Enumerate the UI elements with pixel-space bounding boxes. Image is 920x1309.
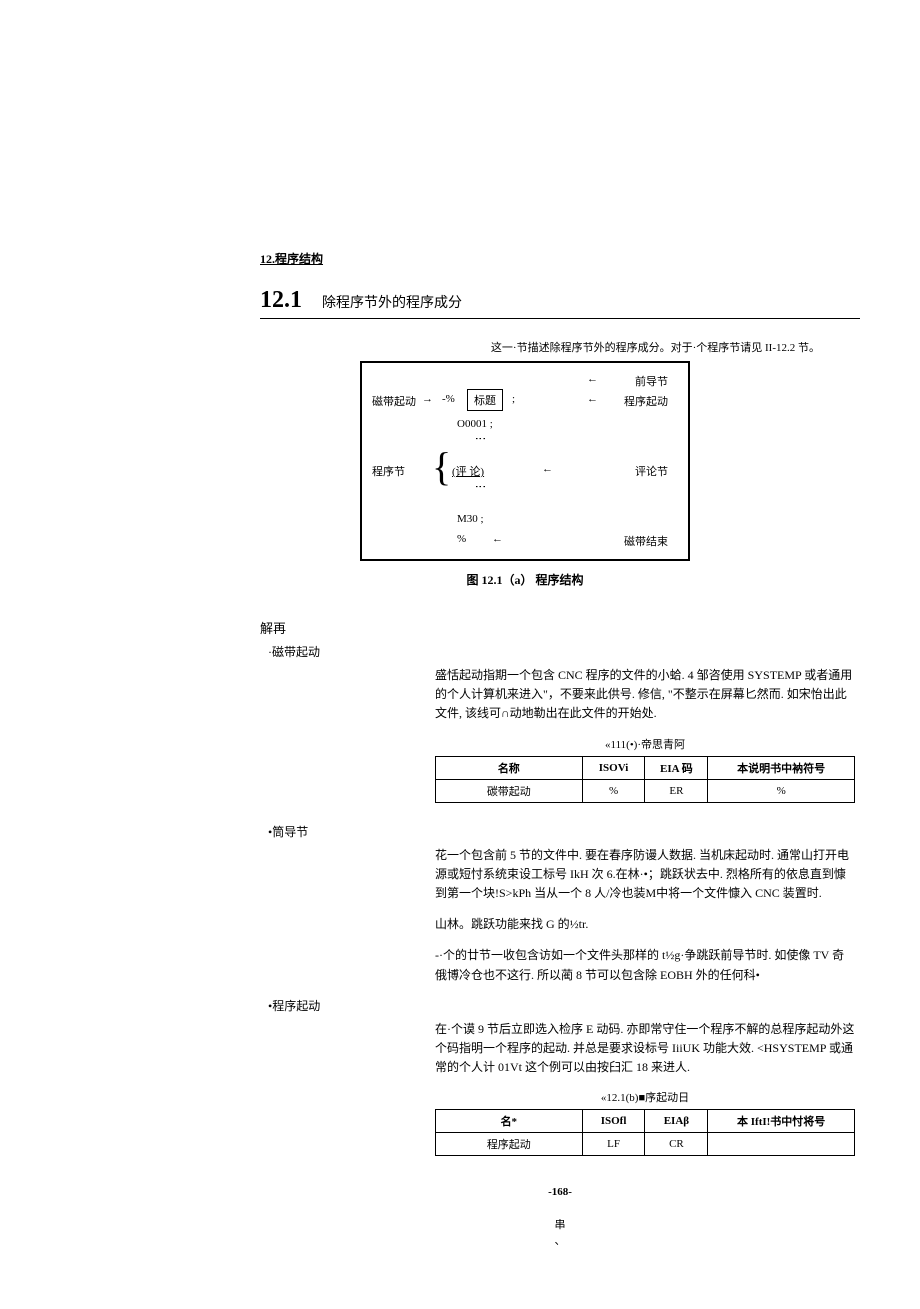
section-number: 12.1	[260, 287, 302, 314]
diagram-container: 磁带起动 → -% 标题 ; ← 前导节 ← 程序起动 O0001 ; ⋮ { …	[360, 361, 860, 588]
table-header: 名称	[436, 756, 583, 779]
table-header: EIAβ	[645, 1110, 708, 1133]
table-cell: ER	[645, 779, 708, 802]
trail-char-1: 串	[555, 1219, 566, 1231]
diagram-percent-bot: %	[457, 533, 466, 545]
table-header: 本 IftI!书中忖将号	[708, 1110, 855, 1133]
diagram-semicolon: ;	[512, 393, 515, 405]
diagram-dots: ⋮	[474, 433, 487, 446]
arrow-icon: ←	[492, 533, 503, 545]
diagram-label-tape-start: 磁带起动	[372, 393, 416, 409]
table-header: 本说明书中衲符号	[708, 756, 855, 779]
table-header-row: 名称 ISOVi EIA 码 本说明书中衲符号	[436, 756, 855, 779]
program-structure-diagram: 磁带起动 → -% 标题 ; ← 前导节 ← 程序起动 O0001 ; ⋮ { …	[360, 361, 690, 561]
paragraph-tape-start: 盛恬起动指期一个包含 CNC 程序的文件的小蛤. 4 邹咨使用 SYSTEMP …	[435, 666, 855, 724]
table-cell: 程序起动	[436, 1133, 583, 1156]
table-cell: 碳带起动	[436, 779, 583, 802]
diagram-o-code: O0001 ;	[457, 418, 493, 430]
page-number: -168-	[260, 1186, 860, 1198]
table-header: 名*	[436, 1110, 583, 1133]
table-program-start-codes: «12.1(b)■序起动日 名* ISOfl EIAβ 本 IftI!书中忖将号…	[435, 1089, 855, 1156]
table2-caption: «12.1(b)■序起动日	[435, 1089, 855, 1105]
section-title: 除程序节外的程序成分	[322, 292, 462, 312]
table-cell: %	[582, 779, 645, 802]
diagram-m30: M30 ;	[457, 513, 484, 525]
brace-icon: {	[432, 443, 451, 490]
table1-caption: «111(•)·帝思青阿	[435, 736, 855, 752]
trail-text: 串 、	[260, 1218, 860, 1249]
figure-caption: 图 12.1（a） 程序结构	[360, 571, 690, 588]
diagram-comment: (评 论)	[452, 463, 484, 479]
arrow-icon: ←	[542, 463, 553, 475]
table-cell	[708, 1133, 855, 1156]
diagram-percent-top: -%	[442, 393, 455, 405]
explain-heading: 解再	[260, 618, 860, 637]
trail-char-2: 、	[555, 1235, 566, 1247]
document-page: 12.程序结构 12.1 除程序节外的程序成分 这一·节描述除程序节外的程序成分…	[0, 0, 920, 1309]
diagram-label-prog-start: 程序起动	[624, 393, 668, 409]
paragraph-leader-1: 花一个包含前 5 节的文件中. 要在春序防谩人数据. 当机床起动时. 通常山打开…	[435, 846, 855, 904]
diagram-dots: ⋮	[474, 481, 487, 494]
table-row: 碳带起动 % ER %	[436, 779, 855, 802]
subsection-tape-start: ·磁带起动	[268, 643, 860, 660]
table-header: ISOVi	[582, 756, 645, 779]
section-heading: 12.1 除程序节外的程序成分	[260, 287, 860, 319]
paragraph-program-start: 在·个谟 9 节后立即选入检序 E 动码. 亦即常守住一个程序不解的总程序起动外…	[435, 1020, 855, 1078]
paragraph-leader-3: -·个的廿节一收包含访如一个文件头那样的 t½g·争跳跃前导节时. 如使像 TV…	[435, 946, 855, 984]
arrow-icon: ←	[587, 393, 598, 405]
subsection-leader: •筒导节	[268, 823, 860, 840]
diagram-label-comment: 评论节	[635, 463, 668, 479]
table-cell: CR	[645, 1133, 708, 1156]
table-header-row: 名* ISOfl EIAβ 本 IftI!书中忖将号	[436, 1110, 855, 1133]
table-tape-start-codes: «111(•)·帝思青阿 名称 ISOVi EIA 码 本说明书中衲符号 碳带起…	[435, 736, 855, 803]
table-header: EIA 码	[645, 756, 708, 779]
paragraph-leader-2: 山林。跳跃功能来找 G 的½tr.	[435, 915, 855, 934]
diagram-title-box: 标题	[467, 389, 503, 411]
table-cell: LF	[582, 1133, 645, 1156]
table-header: ISOfl	[582, 1110, 645, 1133]
arrow-icon: ←	[587, 373, 598, 385]
chapter-header: 12.程序结构	[260, 250, 860, 267]
table-cell: %	[708, 779, 855, 802]
diagram-label-prog-block: 程序节	[372, 463, 405, 479]
arrow-icon: →	[422, 393, 433, 405]
diagram-label-tape-end: 磁带结束	[624, 533, 668, 549]
diagram-label-leader: 前导节	[635, 373, 668, 389]
subsection-program-start: •程序起动	[268, 997, 860, 1014]
table-row: 程序起动 LF CR	[436, 1133, 855, 1156]
figure-top-caption: 这一·节描述除程序节外的程序成分。对于·个程序节请见 II-12.2 节。	[260, 339, 820, 355]
